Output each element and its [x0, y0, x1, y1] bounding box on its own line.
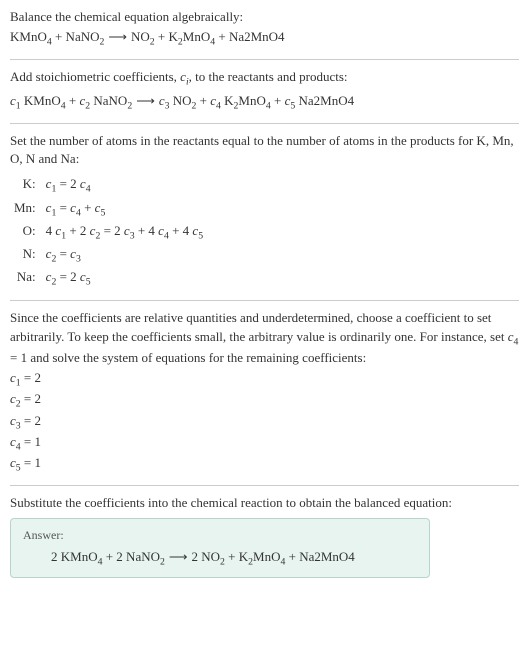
- table-row: Mn: c1 = c4 + c5: [10, 198, 207, 221]
- section-stoich-coeffs: Add stoichiometric coefficients, ci, to …: [10, 68, 519, 112]
- term: + Na2MnO4: [215, 29, 284, 44]
- plus: + 2: [66, 223, 90, 238]
- eq: =: [56, 200, 70, 215]
- intro-text: Set the number of atoms in the reactants…: [10, 132, 519, 168]
- list-item: c4 = 1: [10, 433, 519, 454]
- term: + NaNO: [52, 29, 100, 44]
- val: = 1: [21, 434, 41, 449]
- eq: = 2: [56, 269, 80, 284]
- term: + Na2MnO4: [285, 549, 354, 564]
- term: K: [221, 93, 234, 108]
- table-row: N: c2 = c3: [10, 244, 207, 267]
- equation-cell: c1 = c4 + c5: [42, 198, 207, 221]
- term: 2 KMnO: [51, 549, 98, 564]
- plus: + 4: [169, 223, 193, 238]
- text: Since the coefficients are relative quan…: [10, 310, 508, 343]
- arrow-icon: ⟶: [108, 28, 127, 46]
- term: KMnO: [10, 29, 47, 44]
- sub: 5: [86, 277, 91, 288]
- list-item: c3 = 2: [10, 412, 519, 433]
- equation-cell: 4 c1 + 2 c2 = 2 c3 + 4 c4 + 4 c5: [42, 221, 207, 244]
- val: = 2: [21, 413, 41, 428]
- text: Add stoichiometric coefficients,: [10, 69, 180, 84]
- arrow-icon: ⟶: [136, 92, 155, 110]
- section-answer: Substitute the coefficients into the che…: [10, 494, 519, 578]
- element-label: O:: [10, 221, 42, 244]
- intro-text: Balance the chemical equation algebraica…: [10, 8, 519, 26]
- text: = 1 and solve the system of equations fo…: [10, 350, 366, 365]
- element-label: K:: [10, 174, 42, 197]
- eq: =: [56, 246, 70, 261]
- arrow-icon: ⟶: [169, 548, 188, 566]
- term: MnO: [238, 93, 265, 108]
- sub: 3: [76, 254, 81, 265]
- sub: 4: [86, 184, 91, 195]
- plus: +: [271, 93, 285, 108]
- divider: [10, 300, 519, 301]
- term: MnO: [183, 29, 210, 44]
- sub: 2: [127, 100, 132, 111]
- element-label: N:: [10, 244, 42, 267]
- term: 2 NO: [192, 549, 221, 564]
- plus: +: [81, 200, 95, 215]
- term: + K: [155, 29, 178, 44]
- intro-text: Add stoichiometric coefficients, ci, to …: [10, 68, 519, 89]
- sub: 2: [100, 37, 105, 48]
- stoich-equation: c1 KMnO4 + c2 NaNO2 ⟶ c3 NO2 + c4 K2MnO4…: [10, 92, 519, 113]
- list-item: c1 = 2: [10, 369, 519, 390]
- table-row: Na: c2 = 2 c5: [10, 267, 207, 290]
- divider: [10, 485, 519, 486]
- element-label: Mn:: [10, 198, 42, 221]
- section-atom-equations: Set the number of atoms in the reactants…: [10, 132, 519, 291]
- coefficient-list: c1 = 2 c2 = 2 c3 = 2 c4 = 1 c5 = 1: [10, 369, 519, 475]
- term: MnO: [253, 549, 280, 564]
- term: + K: [225, 549, 248, 564]
- section-solve: Since the coefficients are relative quan…: [10, 309, 519, 475]
- num: 4: [46, 223, 56, 238]
- divider: [10, 123, 519, 124]
- balanced-equation: 2 KMnO4 + 2 NaNO2 ⟶ 2 NO2 + K2MnO4 + Na2…: [23, 548, 417, 569]
- val: = 2: [21, 370, 41, 385]
- term: NO: [169, 93, 191, 108]
- val: = 2: [21, 391, 41, 406]
- plus: +: [196, 93, 210, 108]
- answer-label: Answer:: [23, 527, 417, 544]
- val: = 1: [21, 455, 41, 470]
- table-row: K: c1 = 2 c4: [10, 174, 207, 197]
- text: , to the reactants and products:: [189, 69, 348, 84]
- eq: = 2: [100, 223, 124, 238]
- term: KMnO: [21, 93, 61, 108]
- section-balance-intro: Balance the chemical equation algebraica…: [10, 8, 519, 49]
- equation-cell: c1 = 2 c4: [42, 174, 207, 197]
- plus: + 4: [135, 223, 159, 238]
- sub: 5: [100, 207, 105, 218]
- term: + 2 NaNO: [102, 549, 160, 564]
- term: Na2MnO4: [295, 93, 354, 108]
- divider: [10, 59, 519, 60]
- list-item: c5 = 1: [10, 454, 519, 475]
- answer-box: Answer: 2 KMnO4 + 2 NaNO2 ⟶ 2 NO2 + K2Mn…: [10, 518, 430, 578]
- sub: 4: [514, 336, 519, 347]
- term: NO: [131, 29, 150, 44]
- table-row: O: 4 c1 + 2 c2 = 2 c3 + 4 c4 + 4 c5: [10, 221, 207, 244]
- equation-cell: c2 = c3: [42, 244, 207, 267]
- unbalanced-equation: KMnO4 + NaNO2 ⟶ NO2 + K2MnO4 + Na2MnO4: [10, 28, 519, 49]
- atom-balance-table: K: c1 = 2 c4 Mn: c1 = c4 + c5 O: 4 c1 + …: [10, 174, 207, 290]
- intro-text: Substitute the coefficients into the che…: [10, 494, 519, 512]
- sub: 2: [160, 557, 165, 568]
- sub: 5: [198, 230, 203, 241]
- intro-text: Since the coefficients are relative quan…: [10, 309, 519, 367]
- equation-cell: c2 = 2 c5: [42, 267, 207, 290]
- list-item: c2 = 2: [10, 390, 519, 411]
- term: NaNO: [90, 93, 127, 108]
- plus: +: [66, 93, 80, 108]
- element-label: Na:: [10, 267, 42, 290]
- eq: = 2: [56, 176, 80, 191]
